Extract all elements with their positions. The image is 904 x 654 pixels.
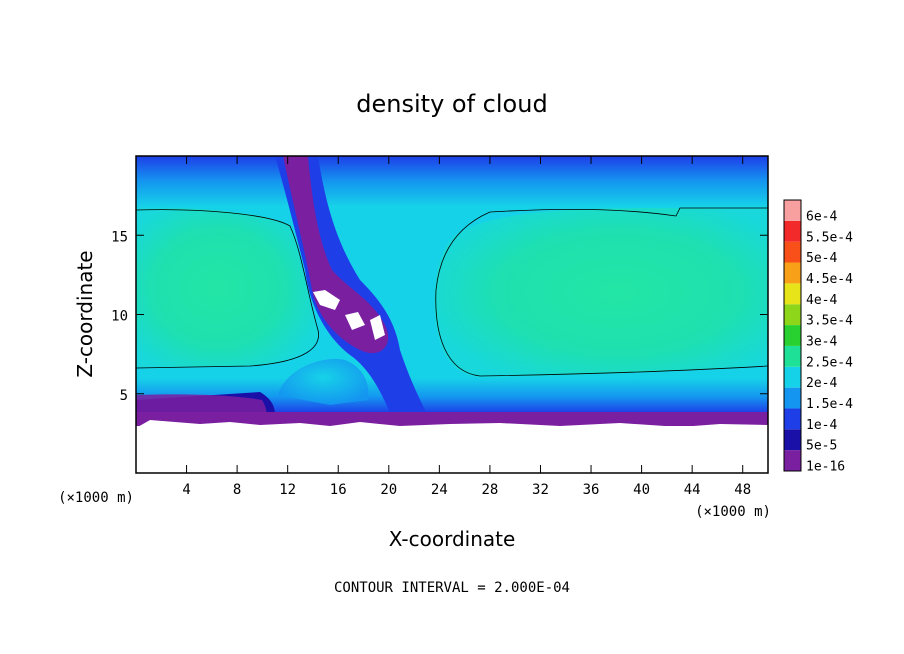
colorbar: 1e-16 5e-5 1e-4 1.5e-4 2e-4 2.5e-4 3e-4 3.5e-4 4… [783,199,853,475]
x-tick-label: 24 [431,482,448,498]
density-field [136,156,768,473]
colorbar-label: 2e-4 [806,376,837,391]
colorbar-swatch [784,387,801,409]
colorbar-swatch [784,283,801,305]
colorbar-swatch [784,200,801,221]
surface-layer [136,412,768,426]
x-unit-left: (×1000 m) [58,490,134,506]
x-tick-label: 32 [532,482,549,498]
updraft-core [283,156,389,354]
colorbar-swatch [784,241,801,263]
x-axis-title: X-coordinate [389,527,516,551]
colorbar-swatch [784,429,801,451]
x-unit-right: (×1000 m) [695,504,771,520]
left-contour-line [136,209,319,369]
y-tick-label: 10 [111,309,128,325]
colorbar-label: 3.5e-4 [806,314,853,329]
colorbar-swatch [784,325,801,346]
colorbar-label: 1e-4 [806,418,837,433]
x-axis-ticks: 4 8 12 16 20 24 28 32 36 40 44 48 [182,156,751,498]
x-tick-label: 40 [633,482,650,498]
colorbar-swatch [784,262,801,284]
colorbar-swatch [784,450,801,471]
colorbar-label: 4e-4 [806,293,837,308]
right-cloud-core [434,208,768,377]
y-axis-ticks: 5 10 15 [111,229,768,404]
colorbar-label: 1.5e-4 [806,397,853,412]
x-tick-label: 20 [380,482,397,498]
colorbar-swatch [784,220,801,242]
colorbar-label: 3e-4 [806,335,837,350]
colorbar-label: 1e-16 [806,460,845,475]
colorbar-label: 5e-5 [806,439,837,454]
chart-title: density of cloud [356,90,547,118]
x-tick-label: 4 [182,482,190,498]
x-tick-label: 8 [233,482,241,498]
x-tick-label: 28 [481,482,498,498]
x-tick-label: 36 [583,482,600,498]
colorbar-swatch [784,304,801,326]
colorbar-label: 5.5e-4 [806,230,853,245]
colorbar-frame [783,199,802,472]
surface-edge [136,420,768,430]
below-surface [136,426,768,473]
colorbar-label: 5e-4 [806,251,837,266]
x-tick-label: 12 [279,482,296,498]
lower-bubble [278,359,369,405]
colorbar-swatch [784,408,801,430]
colorbar-label: 6e-4 [806,209,837,224]
cloud-gaps [313,290,385,340]
y-tick-label: 5 [120,388,128,404]
contour-interval-note: CONTOUR INTERVAL = 2.000E-04 [334,580,570,596]
y-axis-title: Z-coordinate [73,250,97,377]
y-tick-label: 15 [111,229,128,245]
x-tick-label: 44 [684,482,701,498]
right-contour-line [435,207,768,377]
colorbar-label: 2.5e-4 [806,355,853,370]
colorbar-swatch [784,366,801,388]
colorbar-swatch [784,345,801,367]
x-tick-label: 16 [330,482,347,498]
x-tick-label: 48 [734,482,751,498]
colorbar-label: 4.5e-4 [806,272,853,287]
left-cloud-core [136,207,319,368]
